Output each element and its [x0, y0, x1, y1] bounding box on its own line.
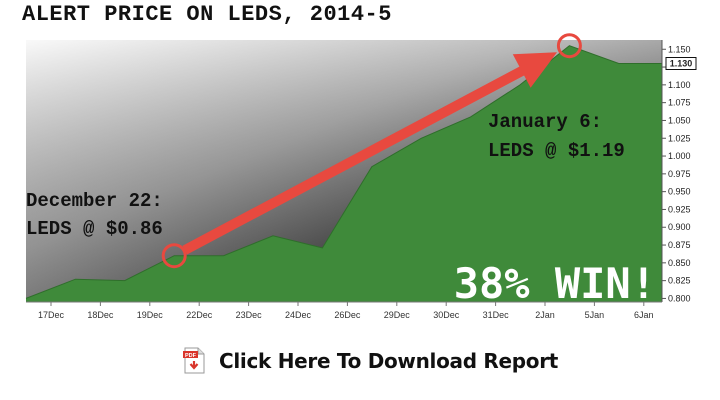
- x-tick-label: 24Dec: [285, 310, 312, 320]
- x-tick-label: 5Jan: [585, 310, 605, 320]
- x-tick-label: 29Dec: [384, 310, 411, 320]
- annotation-start-line2: LEDS @ $0.86: [26, 218, 163, 240]
- x-tick-label: 17Dec: [38, 310, 65, 320]
- price-area: [26, 45, 662, 302]
- download-report-link[interactable]: PDF Click Here To Download Report: [183, 346, 558, 376]
- y-tick-label: 0.950: [668, 187, 691, 197]
- x-tick-label: 22Dec: [186, 310, 213, 320]
- gain-arrow: [182, 52, 557, 255]
- last-price-label: 1.130: [670, 59, 693, 69]
- y-tick-label: 0.800: [668, 293, 691, 303]
- x-tick-label: 23Dec: [236, 310, 263, 320]
- price-chart: 1.1501.1251.1001.0751.0501.0251.0000.975…: [25, 33, 697, 320]
- pdf-icon-text: PDF: [185, 353, 197, 359]
- x-tick-label: 30Dec: [433, 310, 460, 320]
- y-tick-label: 1.075: [668, 98, 691, 108]
- y-tick-label: 0.900: [668, 222, 691, 232]
- y-tick-label: 1.000: [668, 151, 691, 161]
- chart-title: ALERT PRICE ON LEDS, 2014-5: [22, 2, 392, 27]
- y-tick-label: 0.825: [668, 276, 691, 286]
- win-label: 38% WIN!: [454, 259, 656, 308]
- y-tick-label: 0.875: [668, 240, 691, 250]
- y-tick-label: 1.025: [668, 133, 691, 143]
- start-marker: [161, 243, 187, 269]
- x-tick-label: 19Dec: [137, 310, 164, 320]
- annotation-start-line1: December 22:: [26, 190, 163, 212]
- gain-arrow-shape: [182, 52, 557, 255]
- download-report-label: Click Here To Download Report: [219, 349, 559, 373]
- y-tick-label: 1.150: [668, 44, 691, 54]
- end-marker: [556, 33, 582, 59]
- y-tick-label: 1.100: [668, 80, 691, 90]
- annotation-end-line1: January 6:: [488, 111, 602, 133]
- x-tick-label: 2Jan: [535, 310, 555, 320]
- y-tick-label: 0.975: [668, 169, 691, 179]
- x-tick-label: 26Dec: [334, 310, 361, 320]
- pdf-download-icon: PDF: [183, 347, 205, 374]
- last-price-tag: 1.130: [665, 57, 697, 70]
- y-tick-label: 1.050: [668, 115, 691, 125]
- x-tick-label: 6Jan: [634, 310, 654, 320]
- x-tick-label: 31Dec: [483, 310, 510, 320]
- y-tick-label: 0.925: [668, 204, 691, 214]
- annotation-end-line2: LEDS @ $1.19: [488, 140, 625, 162]
- x-tick-label: 18Dec: [87, 310, 114, 320]
- y-tick-label: 0.850: [668, 258, 691, 268]
